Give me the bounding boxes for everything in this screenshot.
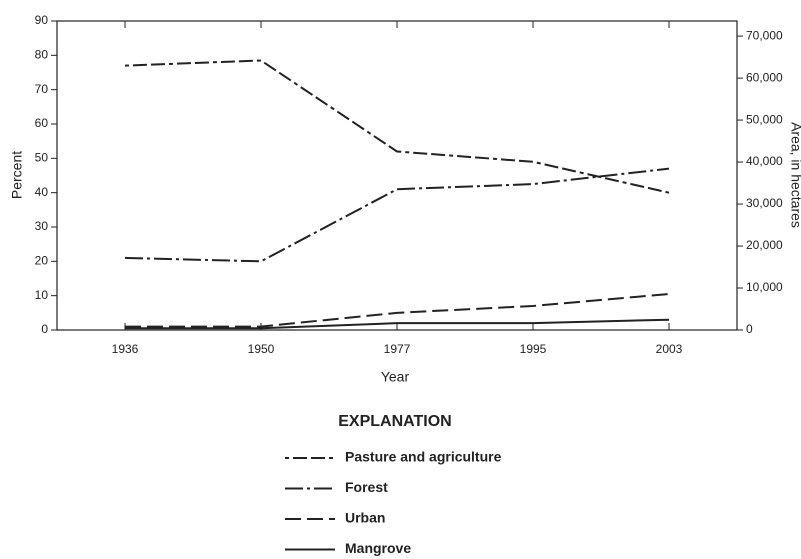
y-tick-label: 0 bbox=[41, 322, 48, 336]
y-tick-label: 80 bbox=[35, 48, 49, 62]
x-tick-label: 1977 bbox=[384, 342, 411, 356]
series-line bbox=[124, 59, 670, 194]
y-tick-label: 30 bbox=[35, 219, 49, 233]
y-tick-label: 50 bbox=[35, 151, 49, 165]
y2-tick-label: 10,000 bbox=[746, 280, 783, 294]
y-tick-label: 20 bbox=[35, 254, 49, 268]
x-tick-label: 1995 bbox=[520, 342, 547, 356]
y-axis-label: Percent bbox=[9, 151, 25, 199]
y2-tick-label: 70,000 bbox=[746, 28, 783, 42]
x-tick-label: 1936 bbox=[112, 342, 139, 356]
series-line bbox=[124, 167, 670, 263]
y2-tick-label: 30,000 bbox=[746, 196, 783, 210]
y2-tick-label: 20,000 bbox=[746, 238, 783, 252]
y-tick-label: 10 bbox=[35, 288, 49, 302]
y-tick-label: 90 bbox=[35, 13, 49, 27]
x-axis-label: Year bbox=[381, 369, 410, 385]
y2-tick-label: 0 bbox=[746, 322, 753, 336]
y2-tick-label: 60,000 bbox=[746, 70, 783, 84]
legend-title: EXPLANATION bbox=[338, 413, 451, 430]
y2-tick-label: 40,000 bbox=[746, 154, 783, 168]
x-tick-label: 2003 bbox=[656, 342, 683, 356]
y-tick-label: 60 bbox=[35, 116, 49, 130]
series-line bbox=[125, 318, 670, 330]
x-tick-label: 1950 bbox=[248, 342, 275, 356]
y-tick-label: 70 bbox=[35, 82, 49, 96]
legend-label: Pasture and agriculture bbox=[345, 449, 502, 465]
legend-label: Urban bbox=[345, 510, 385, 526]
series-line bbox=[125, 292, 670, 328]
legend-label: Forest bbox=[345, 479, 388, 495]
y-tick-label: 40 bbox=[35, 185, 49, 199]
y2-tick-label: 50,000 bbox=[746, 112, 783, 126]
legend-label: Mangrove bbox=[345, 540, 411, 556]
y2-axis-label: Area, in hectares bbox=[788, 122, 801, 228]
plot-frame bbox=[56, 20, 738, 331]
